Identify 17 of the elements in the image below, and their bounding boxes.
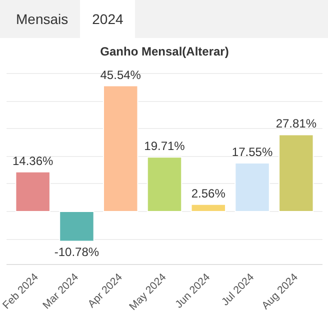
data-label: 19.71%: [144, 139, 186, 154]
bar: [278, 134, 314, 212]
data-label: 14.36%: [12, 154, 54, 168]
data-label: 27.81%: [276, 116, 317, 131]
text: 2024: [80, 0, 136, 38]
data-label: 2.56%: [191, 186, 226, 200]
text: Mensais: [4, 0, 80, 38]
data-label: 45.54%: [100, 68, 142, 82]
bar: [59, 210, 94, 242]
bar: [15, 171, 50, 212]
bar: [190, 204, 226, 212]
bar: [146, 156, 182, 212]
chart-title: Ganho Mensal(Alterar): [100, 44, 229, 58]
bar: [234, 162, 270, 212]
data-label: -10.78%: [54, 245, 100, 260]
data-label: 17.55%: [232, 145, 273, 160]
bar: [102, 85, 138, 212]
